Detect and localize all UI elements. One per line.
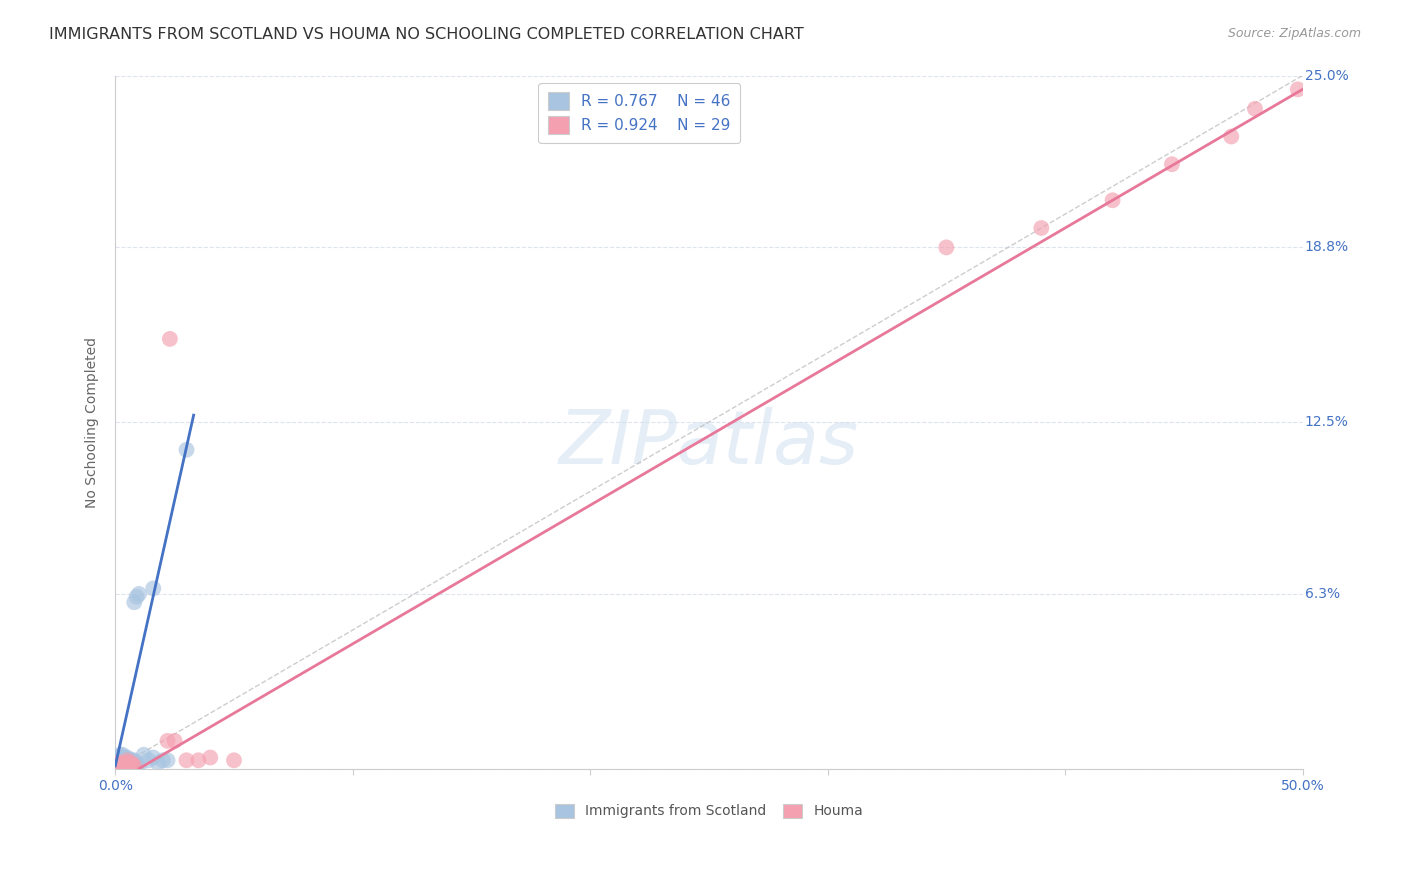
Point xyxy=(125,759,148,773)
Point xyxy=(115,750,138,764)
Point xyxy=(121,756,143,770)
Point xyxy=(146,756,169,770)
Point xyxy=(111,753,134,767)
Point xyxy=(108,747,131,762)
Point xyxy=(115,753,138,767)
Text: 18.8%: 18.8% xyxy=(1305,241,1348,254)
Point xyxy=(107,756,129,770)
Point xyxy=(152,753,174,767)
Point xyxy=(128,587,150,601)
Point xyxy=(122,756,145,770)
Point xyxy=(108,750,131,764)
Point xyxy=(128,759,150,773)
Point xyxy=(1244,102,1267,116)
Point xyxy=(107,759,129,773)
Point xyxy=(1286,82,1309,96)
Point xyxy=(111,759,134,773)
Point xyxy=(1161,157,1184,171)
Point xyxy=(111,759,134,773)
Point xyxy=(108,753,131,767)
Point xyxy=(142,582,165,596)
Point xyxy=(1220,129,1243,144)
Point xyxy=(159,332,181,346)
Point xyxy=(114,756,136,770)
Text: Source: ZipAtlas.com: Source: ZipAtlas.com xyxy=(1227,27,1361,40)
Point xyxy=(176,753,198,767)
Point xyxy=(138,753,160,767)
Point xyxy=(156,734,179,748)
Point xyxy=(114,750,136,764)
Point xyxy=(122,753,145,767)
Point xyxy=(107,753,129,767)
Point xyxy=(125,590,148,604)
Text: ZIPatlas: ZIPatlas xyxy=(558,407,859,479)
Point xyxy=(122,595,145,609)
Point xyxy=(114,759,136,773)
Point xyxy=(142,750,165,764)
Point xyxy=(121,756,143,770)
Point xyxy=(122,759,145,773)
Point xyxy=(1031,221,1053,235)
Point xyxy=(108,759,131,773)
Point xyxy=(111,747,134,762)
Point xyxy=(115,753,138,767)
Text: 25.0%: 25.0% xyxy=(1305,69,1348,83)
Point xyxy=(108,756,131,770)
Text: 6.3%: 6.3% xyxy=(1305,587,1340,601)
Point xyxy=(114,753,136,767)
Point xyxy=(107,756,129,770)
Point xyxy=(935,240,957,254)
Point xyxy=(114,759,136,773)
Point xyxy=(111,750,134,764)
Point xyxy=(111,756,134,770)
Point xyxy=(200,750,222,764)
Point xyxy=(108,759,131,773)
Legend: Immigrants from Scotland, Houma: Immigrants from Scotland, Houma xyxy=(548,798,869,824)
Y-axis label: No Schooling Completed: No Schooling Completed xyxy=(86,336,100,508)
Point xyxy=(118,756,141,770)
Text: IMMIGRANTS FROM SCOTLAND VS HOUMA NO SCHOOLING COMPLETED CORRELATION CHART: IMMIGRANTS FROM SCOTLAND VS HOUMA NO SCH… xyxy=(49,27,804,42)
Text: 12.5%: 12.5% xyxy=(1305,415,1348,429)
Point xyxy=(156,753,179,767)
Point xyxy=(187,753,209,767)
Point xyxy=(108,756,131,770)
Point xyxy=(118,753,141,767)
Point xyxy=(115,756,138,770)
Point xyxy=(115,756,138,770)
Point xyxy=(115,759,138,773)
Point xyxy=(122,759,145,773)
Point xyxy=(111,756,134,770)
Point xyxy=(132,747,155,762)
Point xyxy=(121,759,143,773)
Point xyxy=(176,442,198,457)
Point xyxy=(118,756,141,770)
Point xyxy=(163,734,186,748)
Point xyxy=(118,759,141,773)
Point xyxy=(125,756,148,770)
Point xyxy=(107,759,129,773)
Point xyxy=(1101,194,1123,208)
Point xyxy=(118,753,141,767)
Point xyxy=(114,756,136,770)
Point xyxy=(118,759,141,773)
Point xyxy=(121,759,143,773)
Point xyxy=(121,753,143,767)
Point xyxy=(222,753,245,767)
Point xyxy=(107,750,129,764)
